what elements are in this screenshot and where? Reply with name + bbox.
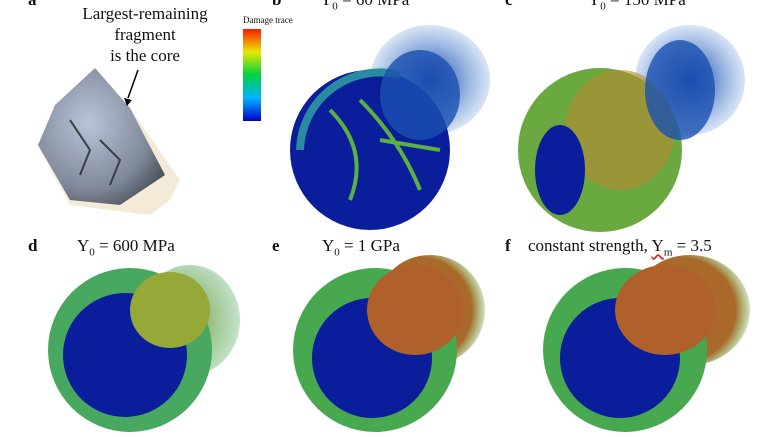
panel-a-label: a [28, 0, 37, 10]
title-sub: m [663, 246, 673, 259]
panel-b-label: b [272, 0, 281, 10]
colorbar [243, 29, 261, 121]
core-annotation: Largest-remaining fragment is the core [55, 3, 235, 66]
panel-f-title: constant strength, Ym = 3.5 [528, 236, 712, 258]
panel-e-title: Y0 = 1 GPa [322, 236, 400, 258]
title-text: = 150 MPa [606, 0, 686, 9]
panel-d-title: Y0 = 600 MPa [77, 236, 175, 258]
panel-d-label: d [28, 236, 38, 255]
title-text: = 600 MPa [94, 236, 175, 255]
simulation-b [290, 25, 490, 230]
title-text: Y [77, 236, 90, 255]
title-text: = 60 MPa [338, 0, 409, 9]
title-sub: 0 [334, 246, 340, 259]
title-text: = 3.5 [672, 236, 712, 255]
title-text: Y [651, 236, 664, 255]
annotation-line: is the core [110, 46, 180, 65]
panel-f-label: f [505, 236, 511, 255]
panel-e-label: e [272, 236, 280, 255]
simulation-c [518, 25, 745, 232]
title-text: constant strength, [528, 236, 652, 255]
title-text: = 1 GPa [339, 236, 400, 255]
simulation-f [543, 255, 750, 432]
colorbar-title: Damage trace [243, 15, 293, 25]
panel-c-title: Y0 = 150 MPa [588, 0, 686, 12]
annotation-line: Largest-remaining [82, 4, 208, 23]
panel-b-title: Y0 = 60 MPa [320, 0, 409, 12]
title-sub: 0 [332, 0, 338, 13]
rock-fragment-image [38, 68, 180, 215]
arrow-icon [124, 69, 139, 106]
annotation-line: fragment [114, 25, 176, 44]
title-sub: 0 [600, 0, 606, 13]
title-text: Y [320, 0, 332, 9]
title-text: Y [322, 236, 335, 255]
simulation-d [48, 265, 240, 432]
simulation-e [293, 255, 485, 432]
title-sub: 0 [89, 246, 95, 259]
title-text: Y [588, 0, 600, 9]
panel-c-label: c [505, 0, 513, 10]
title-underlined: Ym [651, 236, 673, 259]
